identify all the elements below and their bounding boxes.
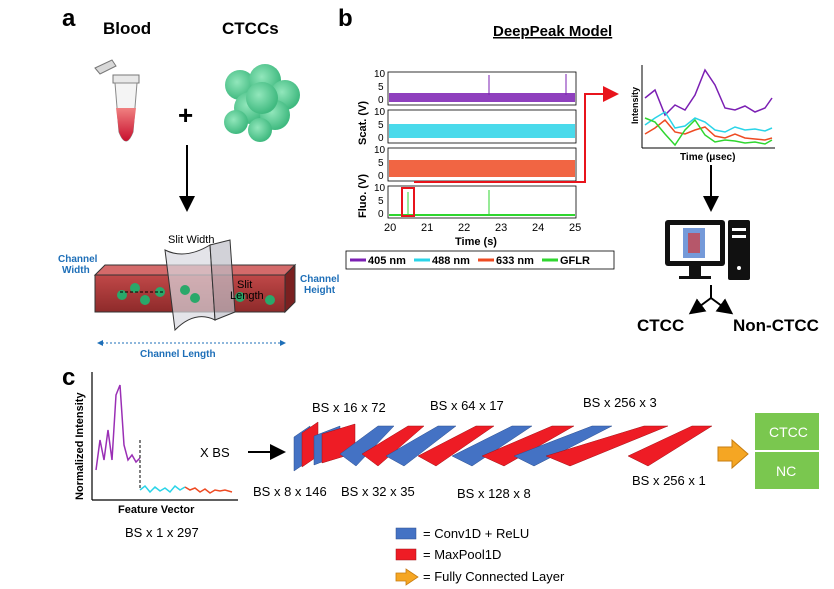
output-nc-box xyxy=(755,452,819,489)
ctcc-label: CTCCs xyxy=(222,19,279,38)
svg-text:5: 5 xyxy=(378,196,384,207)
legend-pool-swatch xyxy=(395,548,417,561)
time-axis-label: Time (s) xyxy=(455,236,497,248)
slit-length-label: Slit Length xyxy=(230,279,264,302)
pool-layer-7 xyxy=(627,425,713,467)
fork-arrow xyxy=(688,285,734,315)
legend-fc-text: = Fully Connected Layer xyxy=(423,569,565,584)
trace-legend: 405 nm 488 nm 633 nm GFLR xyxy=(345,250,615,270)
output-ctcc-box xyxy=(755,413,819,450)
layer-bottom-4: BS x 256 x 1 xyxy=(632,473,706,488)
svg-text:0: 0 xyxy=(378,209,384,220)
fc-arrow-icon xyxy=(717,438,749,470)
deeppeak-title: DeepPeak Model xyxy=(493,23,612,40)
legend-pool-text: = MaxPool1D xyxy=(423,547,501,562)
y-tick-labels: 10 5 0 10 5 0 10 5 0 10 5 0 xyxy=(374,69,386,220)
legend-conv-swatch xyxy=(395,527,417,540)
svg-text:20: 20 xyxy=(384,222,396,234)
svg-text:23: 23 xyxy=(495,222,507,234)
legend-fc-swatch xyxy=(395,568,419,586)
pool-layer-5 xyxy=(481,425,575,467)
panel-b-label: b xyxy=(338,5,353,32)
channel-width-label: Channel Width xyxy=(58,254,98,276)
inset-y-label: Intensity xyxy=(630,87,640,124)
slit-width-label: Slit Width xyxy=(168,234,214,246)
svg-text:10: 10 xyxy=(374,107,386,118)
intensity-inset xyxy=(641,65,775,149)
svg-text:5: 5 xyxy=(378,82,384,93)
output-nc-text: NC xyxy=(776,463,796,479)
output-ctcc-label: CTCC xyxy=(637,316,684,335)
svg-text:22: 22 xyxy=(458,222,470,234)
panel-a-label: a xyxy=(62,5,76,32)
svg-text:0: 0 xyxy=(378,171,384,182)
legend-conv-text: = Conv1D + ReLU xyxy=(423,526,529,541)
x-tick-labels: 20 21 22 23 24 25 xyxy=(384,222,581,234)
layer-bottom-2: BS x 32 x 35 xyxy=(341,484,415,499)
conv-layer-6 xyxy=(513,425,613,467)
svg-text:10: 10 xyxy=(374,183,386,194)
fluo-axis-label: Fluo. (V) xyxy=(357,174,369,218)
output-non-ctcc-label: Non-CTCC xyxy=(733,316,819,335)
microfluidic-channel xyxy=(93,239,297,332)
legend-633: 633 nm xyxy=(496,255,534,267)
channel-length-label: Channel Length xyxy=(140,349,216,360)
plot-y-label: Normalized Intensity xyxy=(74,392,86,500)
pool-layer-3 xyxy=(361,425,425,467)
ctcc-cluster-icon xyxy=(224,64,300,142)
blood-tube-icon xyxy=(94,59,140,142)
red-arrow xyxy=(414,86,619,183)
legend-405: 405 nm xyxy=(368,255,406,267)
output-ctcc-text: CTCC xyxy=(769,424,808,440)
conv-layer-4 xyxy=(385,425,457,467)
times-bs-label: X BS xyxy=(200,445,230,460)
channel-height-label: Channel Height xyxy=(300,274,340,296)
svg-text:25: 25 xyxy=(569,222,581,234)
layer-top-2: BS x 64 x 17 xyxy=(430,398,504,413)
svg-text:0: 0 xyxy=(378,95,384,106)
blood-label: Blood xyxy=(103,19,151,38)
computer-icon xyxy=(665,220,750,280)
conv-layer-5 xyxy=(451,425,533,467)
svg-text:21: 21 xyxy=(421,222,433,234)
layer-bottom-1: BS x 8 x 146 xyxy=(253,484,327,499)
output-boxes: CTCC NC xyxy=(755,413,819,489)
layer-bottom-3: BS x 128 x 8 xyxy=(457,486,531,501)
feature-vector-plot xyxy=(91,372,238,501)
svg-text:5: 5 xyxy=(378,158,384,169)
svg-text:10: 10 xyxy=(374,69,386,80)
legend-488: 488 nm xyxy=(432,255,470,267)
legend-gflr: GFLR xyxy=(560,255,590,267)
layer-top-1: BS x 16 x 72 xyxy=(312,400,386,415)
svg-text:10: 10 xyxy=(374,145,386,156)
layer-size-labels: BS x 16 x 72 BS x 64 x 17 BS x 256 x 3 B… xyxy=(253,395,706,501)
pool-layer-6 xyxy=(545,425,669,467)
input-size-label: BS x 1 x 297 xyxy=(125,525,199,540)
svg-text:5: 5 xyxy=(378,120,384,131)
inset-x-label: Time (μsec) xyxy=(680,152,735,163)
svg-text:0: 0 xyxy=(378,133,384,144)
network-layers xyxy=(293,421,713,472)
panel-c-label: c xyxy=(62,364,75,391)
layer-top-3: BS x 256 x 3 xyxy=(583,395,657,410)
layer-legend: = Conv1D + ReLU = MaxPool1D = Fully Conn… xyxy=(395,526,565,586)
trace-plots xyxy=(387,71,577,219)
svg-text:24: 24 xyxy=(532,222,544,234)
plot-x-label: Feature Vector xyxy=(118,504,195,516)
conv-layer-3 xyxy=(339,425,395,467)
plus-sign: + xyxy=(178,100,193,130)
pool-layer-4 xyxy=(417,425,495,467)
scat-axis-label: Scat. (V) xyxy=(357,101,369,145)
